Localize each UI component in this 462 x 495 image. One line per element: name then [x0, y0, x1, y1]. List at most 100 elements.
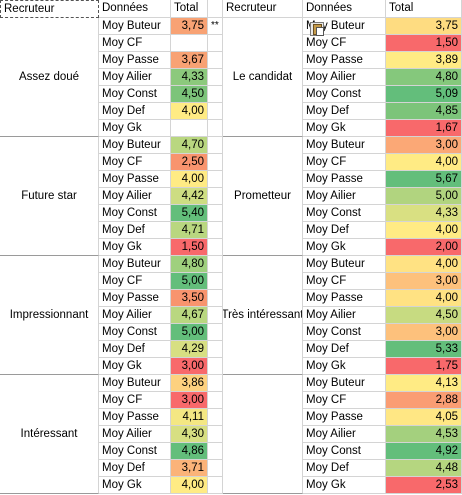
right-total-cell[interactable]: 1,50	[386, 35, 462, 52]
right-total-cell[interactable]: 3,75	[386, 18, 462, 35]
left-total-cell[interactable]: 3,00	[171, 358, 208, 375]
left-total-cell[interactable]: 4,00	[171, 477, 208, 494]
left-header-total[interactable]: Total	[171, 0, 208, 18]
right-header-total[interactable]: Total	[386, 0, 462, 18]
separator-cell[interactable]	[208, 392, 223, 409]
right-total-cell[interactable]: 4,85	[386, 103, 462, 120]
left-donnees-cell[interactable]: Moy Passe	[99, 409, 171, 426]
separator-column-header[interactable]	[208, 0, 223, 18]
right-header-donnees[interactable]: Données	[303, 0, 386, 18]
separator-cell[interactable]	[208, 409, 223, 426]
right-total-cell[interactable]: 3,89	[386, 52, 462, 69]
left-donnees-cell[interactable]: Moy CF	[99, 392, 171, 409]
right-total-cell[interactable]: 5,67	[386, 171, 462, 188]
separator-cell[interactable]	[208, 137, 223, 154]
right-donnees-cell[interactable]: Moy Passe	[303, 409, 386, 426]
right-donnees-cell[interactable]: Moy Def	[303, 222, 386, 239]
separator-cell[interactable]	[208, 35, 223, 52]
separator-cell[interactable]	[208, 222, 223, 239]
separator-cell[interactable]	[208, 69, 223, 86]
left-donnees-cell[interactable]: Moy Passe	[99, 290, 171, 307]
right-total-cell[interactable]: 5,33	[386, 341, 462, 358]
left-donnees-cell[interactable]: Moy Buteur	[99, 256, 171, 273]
right-recruteur-cell[interactable]	[223, 375, 303, 494]
right-total-cell[interactable]: 1,67	[386, 120, 462, 137]
left-donnees-cell[interactable]: Moy Ailier	[99, 307, 171, 324]
right-donnees-cell[interactable]: Moy Passe	[303, 290, 386, 307]
left-donnees-cell[interactable]: Moy Const	[99, 86, 171, 103]
right-donnees-cell[interactable]: Moy CF	[303, 154, 386, 171]
right-donnees-cell[interactable]: Moy Buteur	[303, 256, 386, 273]
separator-cell[interactable]	[208, 154, 223, 171]
left-total-cell[interactable]: 5,40	[171, 205, 208, 222]
right-donnees-cell[interactable]: Moy CF	[303, 35, 386, 52]
right-total-cell[interactable]: 4,80	[386, 69, 462, 86]
left-donnees-cell[interactable]: Moy Ailier	[99, 188, 171, 205]
left-total-cell[interactable]: 4,11	[171, 409, 208, 426]
right-donnees-cell[interactable]: Moy Passe	[303, 171, 386, 188]
left-total-cell[interactable]: 4,42	[171, 188, 208, 205]
left-total-cell[interactable]: 4,86	[171, 443, 208, 460]
separator-cell[interactable]	[208, 426, 223, 443]
left-total-cell[interactable]: 3,71	[171, 460, 208, 477]
right-total-cell[interactable]: 4,05	[386, 409, 462, 426]
separator-cell[interactable]	[208, 477, 223, 494]
left-donnees-cell[interactable]: Moy Def	[99, 222, 171, 239]
separator-cell[interactable]	[208, 120, 223, 137]
left-donnees-cell[interactable]: Moy Buteur	[99, 137, 171, 154]
separator-cell[interactable]	[208, 256, 223, 273]
left-donnees-cell[interactable]: Moy CF	[99, 35, 171, 52]
left-donnees-cell[interactable]: Moy Gk	[99, 477, 171, 494]
left-total-cell[interactable]: 5,00	[171, 324, 208, 341]
right-donnees-cell[interactable]: Moy CF	[303, 392, 386, 409]
right-total-cell[interactable]: 5,00	[386, 188, 462, 205]
right-total-cell[interactable]: 4,53	[386, 426, 462, 443]
left-total-cell[interactable]: 4,80	[171, 256, 208, 273]
right-donnees-cell[interactable]: Moy Ailier	[303, 69, 386, 86]
left-recruteur-cell[interactable]: Impressionnant	[0, 256, 99, 375]
separator-cell[interactable]	[208, 290, 223, 307]
left-total-cell[interactable]: 3,67	[171, 52, 208, 69]
right-total-cell[interactable]: 4,13	[386, 375, 462, 392]
right-donnees-cell[interactable]: Moy Gk	[303, 358, 386, 375]
left-donnees-cell[interactable]: Moy Def	[99, 460, 171, 477]
right-donnees-cell[interactable]: Moy Const	[303, 443, 386, 460]
left-donnees-cell[interactable]: Moy Const	[99, 205, 171, 222]
separator-cell[interactable]	[208, 103, 223, 120]
left-total-cell[interactable]: 4,33	[171, 69, 208, 86]
left-donnees-cell[interactable]: Moy CF	[99, 154, 171, 171]
right-donnees-cell[interactable]: Moy Gk	[303, 477, 386, 494]
right-total-cell[interactable]: 4,00	[386, 154, 462, 171]
left-donnees-cell[interactable]: Moy Ailier	[99, 426, 171, 443]
right-total-cell[interactable]: 3,00	[386, 273, 462, 290]
right-total-cell[interactable]: 4,33	[386, 205, 462, 222]
left-total-cell[interactable]	[171, 120, 208, 137]
left-donnees-cell[interactable]: Moy Gk	[99, 120, 171, 137]
left-recruteur-cell[interactable]: Intéressant	[0, 375, 99, 494]
left-header-recruteur[interactable]: Recruteur	[0, 0, 99, 18]
right-total-cell[interactable]: 4,50	[386, 307, 462, 324]
left-total-cell[interactable]: 4,71	[171, 222, 208, 239]
separator-cell[interactable]	[208, 52, 223, 69]
separator-cell[interactable]	[208, 358, 223, 375]
separator-cell[interactable]	[208, 86, 223, 103]
right-donnees-cell[interactable]: Moy Ailier	[303, 307, 386, 324]
left-total-cell[interactable]: 3,50	[171, 290, 208, 307]
paste-options-icon[interactable]	[310, 22, 324, 36]
separator-cell[interactable]	[208, 171, 223, 188]
right-donnees-cell[interactable]: Moy Const	[303, 86, 386, 103]
right-total-cell[interactable]: 4,48	[386, 460, 462, 477]
left-total-cell[interactable]: 5,00	[171, 273, 208, 290]
right-donnees-cell[interactable]: Moy Def	[303, 341, 386, 358]
separator-cell[interactable]	[208, 324, 223, 341]
separator-cell[interactable]	[208, 205, 223, 222]
left-total-cell[interactable]	[171, 35, 208, 52]
left-total-cell[interactable]: 2,50	[171, 154, 208, 171]
separator-cell[interactable]	[208, 273, 223, 290]
right-donnees-cell[interactable]: Moy Gk	[303, 120, 386, 137]
separator-cell[interactable]	[208, 375, 223, 392]
right-recruteur-cell[interactable]: Très intéressant	[223, 256, 303, 375]
left-total-cell[interactable]: 4,00	[171, 103, 208, 120]
separator-cell[interactable]	[208, 239, 223, 256]
right-total-cell[interactable]: 3,00	[386, 324, 462, 341]
